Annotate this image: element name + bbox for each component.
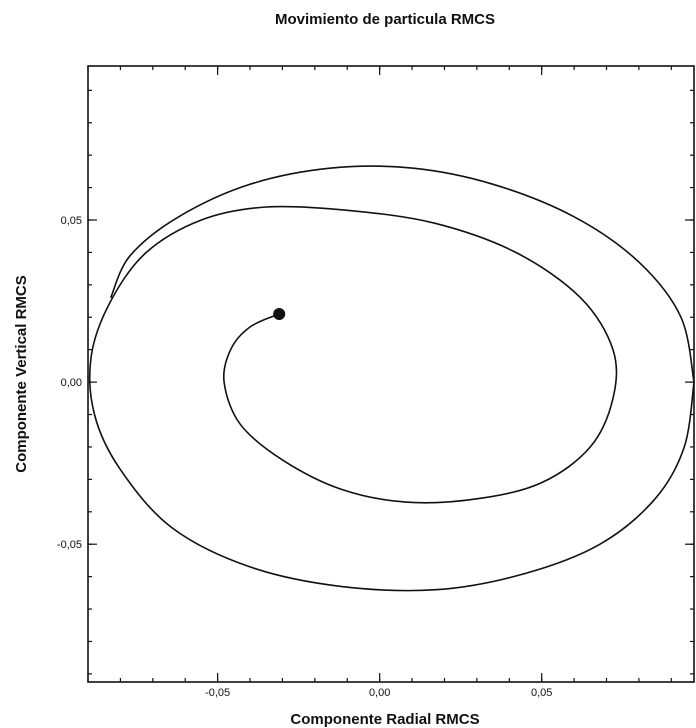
y-axis-label: Componente Vertical RMCS: [13, 275, 30, 473]
chart-title: Movimiento de particula RMCS: [275, 11, 495, 28]
x-tick-label: 0,00: [369, 687, 390, 699]
y-tick-label: 0,00: [61, 377, 82, 389]
series-layer: [88, 165, 695, 592]
y-tick-label: -0,05: [57, 539, 82, 551]
trajectory-line-2: [109, 165, 695, 383]
trajectory-line-1: [88, 205, 695, 592]
plot-frame: [87, 65, 695, 683]
x-tick-label: 0,05: [531, 687, 552, 699]
y-tick-label: 0,05: [61, 215, 82, 227]
x-axis-label: Componente Radial RMCS: [290, 711, 479, 728]
particle-marker: [273, 308, 286, 321]
major-ticks: [88, 66, 694, 682]
tick-labels: -0,05 0,00 0,05 -0,05 0,00 0,05: [57, 215, 552, 699]
x-tick-label: -0,05: [205, 687, 230, 699]
